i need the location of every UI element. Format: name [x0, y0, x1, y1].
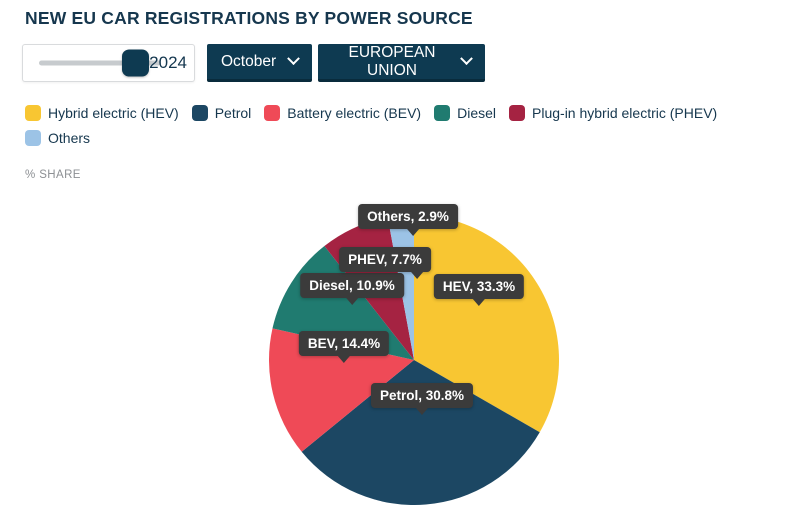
legend-swatch-others: [25, 130, 41, 146]
controls-row: 2024 October EUROPEAN UNION: [22, 44, 485, 82]
callout-others: Others, 2.9%: [358, 204, 458, 229]
region-dropdown[interactable]: EUROPEAN UNION: [318, 44, 485, 82]
legend-label: Others: [48, 130, 91, 146]
legend-label: Battery electric (BEV): [287, 105, 422, 121]
pie-slice-hev[interactable]: [414, 215, 559, 433]
year-value: 2024: [149, 53, 187, 72]
year-slider-track[interactable]: [39, 60, 161, 66]
callout-hev: HEV, 33.3%: [433, 274, 525, 299]
legend-label: Petrol: [214, 105, 252, 121]
month-dropdown-value: October: [221, 52, 277, 70]
month-dropdown[interactable]: October: [207, 44, 312, 82]
callout-phev: PHEV, 7.7%: [339, 247, 431, 272]
legend-item-hev[interactable]: Hybrid electric (HEV): [25, 105, 179, 121]
callout-bev: BEV, 14.4%: [298, 331, 390, 356]
chevron-down-icon: [287, 52, 300, 66]
legend-label: Hybrid electric (HEV): [48, 105, 179, 121]
pie-slice-bev[interactable]: [269, 328, 414, 452]
legend-item-bev[interactable]: Battery electric (BEV): [264, 105, 421, 121]
legend-item-others[interactable]: Others: [25, 130, 90, 146]
legend-swatch-bev: [264, 105, 281, 121]
page-title: NEW EU CAR REGISTRATIONS BY POWER SOURCE: [25, 8, 473, 28]
chart-legend: Hybrid electric (HEV) Petrol Battery elect…: [25, 105, 773, 155]
legend-item-phev[interactable]: Plug-in hybrid electric (PHEV): [509, 105, 717, 121]
pie-slice-petrol[interactable]: [301, 360, 540, 505]
legend-label: Diesel: [457, 105, 497, 121]
callout-petrol: Petrol, 30.8%: [370, 383, 474, 408]
legend-swatch-hev: [25, 105, 41, 121]
legend-item-petrol[interactable]: Petrol: [191, 105, 252, 121]
legend-swatch-petrol: [191, 105, 208, 121]
legend-item-diesel[interactable]: Diesel: [434, 105, 496, 121]
legend-swatch-phev: [509, 105, 526, 121]
legend-swatch-diesel: [434, 105, 451, 121]
year-slider[interactable]: 2024: [22, 44, 195, 82]
chevron-down-icon: [460, 52, 473, 66]
legend-label: Plug-in hybrid electric (PHEV): [532, 105, 718, 121]
callout-diesel: Diesel, 10.9%: [300, 273, 404, 298]
region-dropdown-value: EUROPEAN UNION: [348, 43, 436, 79]
year-slider-handle[interactable]: [122, 49, 149, 77]
axis-unit-label: % SHARE: [25, 169, 81, 181]
